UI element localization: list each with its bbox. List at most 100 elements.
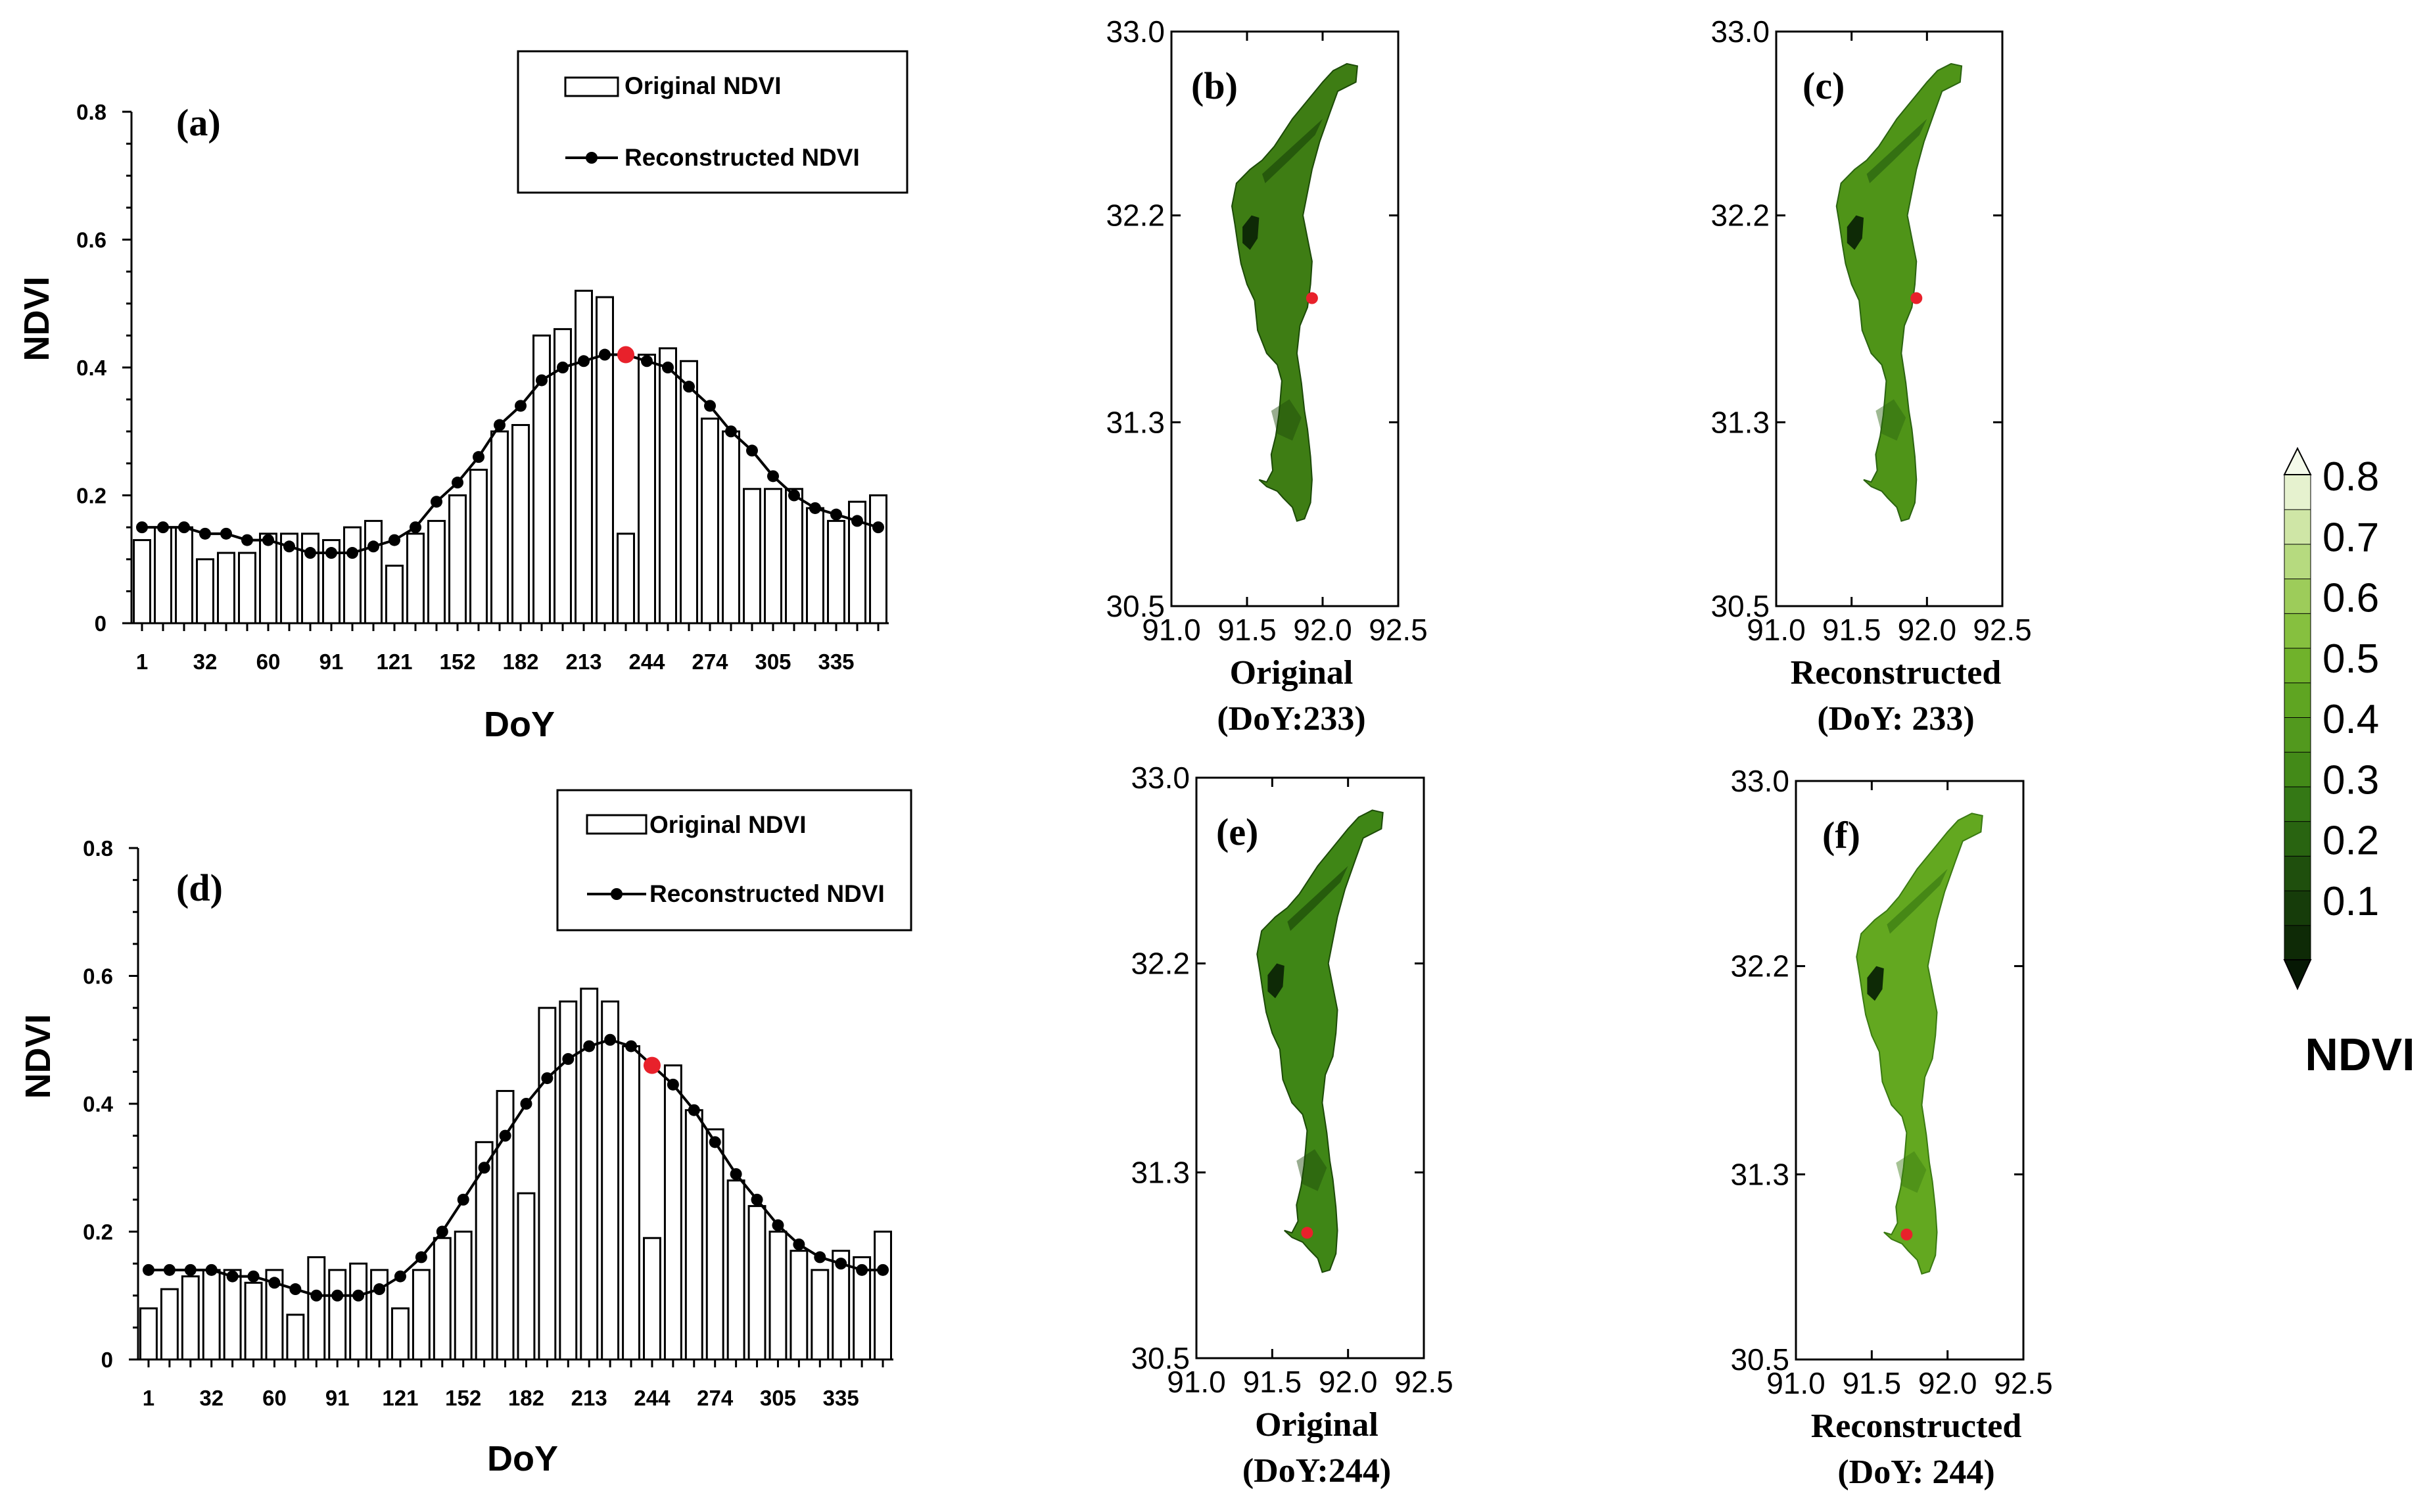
x-axis-label-d: DoY <box>487 1439 558 1478</box>
map-region <box>1835 62 1963 522</box>
point-reconstructed-d <box>835 1258 847 1270</box>
bar-original-d <box>286 1313 305 1361</box>
point-reconstructed-a <box>241 534 253 546</box>
map-x-tick-label: 92.0 <box>1319 1365 1378 1399</box>
bar-original-a <box>469 469 488 625</box>
point-reconstructed-a <box>515 400 527 412</box>
legend-bar-swatch-a <box>564 76 619 97</box>
bar-original-a <box>301 532 319 625</box>
x-tick-label-a: 335 <box>818 650 854 674</box>
point-reconstructed-a <box>767 470 779 483</box>
point-reconstructed-d <box>457 1193 469 1206</box>
bar-original-d <box>160 1288 179 1361</box>
colorbar-segment <box>2284 509 2311 545</box>
highlight-point-a <box>617 346 634 364</box>
y-tick-label-a: 0.4 <box>76 356 107 380</box>
legend-line-marker-a <box>586 152 598 164</box>
point-reconstructed-a <box>452 477 463 489</box>
y-tick-label-d: 0.6 <box>83 964 113 989</box>
map-caption-line2: (DoY: 244) <box>1837 1453 1994 1491</box>
y-tick-label-a: 0 <box>95 611 106 636</box>
y-axis-label-d: NDVI <box>18 1014 58 1099</box>
map-y-tick-label: 31.3 <box>1131 1155 1190 1189</box>
point-reconstructed-d <box>709 1136 721 1148</box>
map-x-tick-label: 91.5 <box>1822 613 1881 647</box>
legend-box-d <box>556 789 912 932</box>
x-tick-label-d: 152 <box>445 1386 481 1410</box>
x-tick-label-a: 121 <box>376 650 412 674</box>
map-dark-feature <box>1867 966 1884 1001</box>
map-y-tick-label: 30.5 <box>1730 1342 1789 1377</box>
x-tick-label-d: 305 <box>760 1386 796 1410</box>
map-dark-feature <box>1242 215 1260 250</box>
map-x-tick-label: 91.5 <box>1843 1366 1902 1400</box>
map-y-tick-label: 32.2 <box>1106 199 1165 233</box>
map-y-tick-label: 32.2 <box>1131 947 1190 981</box>
map-y-tick-label: 33.0 <box>1131 761 1190 795</box>
map-x-tick-label: 92.0 <box>1898 613 1957 647</box>
point-reconstructed-a <box>367 540 379 553</box>
map-y-tick-label: 33.0 <box>1710 14 1770 49</box>
x-tick-label-a: 152 <box>439 650 475 674</box>
bar-original-d <box>874 1231 892 1361</box>
bar-original-a <box>743 488 761 625</box>
x-tick-label-d: 213 <box>571 1386 607 1410</box>
legend-bar-swatch-d <box>586 814 648 835</box>
colorbar-label: 0.2 <box>2322 818 2379 864</box>
map-x-tick-label: 91.0 <box>1766 1366 1826 1400</box>
bar-original-a <box>385 564 404 625</box>
bar-original-a <box>617 532 635 625</box>
point-reconstructed-a <box>283 540 295 553</box>
map-x-tick-label: 91.0 <box>1142 613 1201 647</box>
x-tick-label-a: 91 <box>319 650 344 674</box>
map-dark-feature <box>1847 215 1864 250</box>
x-tick-label-a: 60 <box>256 650 281 674</box>
bar-original-a <box>490 430 509 625</box>
map-y-tick-label: 33.0 <box>1106 14 1165 49</box>
map-y-tick-label: 30.5 <box>1710 589 1770 623</box>
map-y-tick-label: 30.5 <box>1106 589 1165 623</box>
bar-original-d <box>811 1269 830 1361</box>
x-tick-label-a: 213 <box>565 650 601 674</box>
x-tick-label-d: 274 <box>697 1386 734 1410</box>
point-reconstructed-a <box>410 521 421 534</box>
x-tick-label-a: 244 <box>628 650 665 674</box>
bar-original-d <box>412 1269 431 1361</box>
point-reconstructed-a <box>178 521 190 534</box>
colorbar-label: 0.5 <box>2322 636 2379 682</box>
y-tick-label-a: 0.2 <box>76 484 106 508</box>
colorbar-segment <box>2284 648 2311 684</box>
point-reconstructed-d <box>184 1264 197 1276</box>
point-reconstructed-d <box>499 1129 511 1142</box>
map-caption-line1: Original <box>1255 1406 1378 1444</box>
point-reconstructed-d <box>520 1098 532 1110</box>
bar-original-a <box>827 519 845 625</box>
point-reconstructed-d <box>856 1264 868 1276</box>
point-reconstructed-a <box>199 527 211 540</box>
map-caption-line2: (DoY:244) <box>1242 1452 1391 1490</box>
colorbar-label: 0.3 <box>2322 757 2379 803</box>
bar-original-d <box>705 1128 724 1361</box>
colorbar-segment <box>2284 890 2311 926</box>
bar-original-a <box>869 494 887 625</box>
bar-original-a <box>217 552 235 625</box>
map-location-marker <box>1910 292 1923 304</box>
colorbar-segment <box>2284 474 2311 510</box>
point-reconstructed-d <box>583 1040 596 1052</box>
map-panel-f: 91.0 91.5 92.0 92.5 30.5 31.3 32.2 33.0 (f) Recon… <box>1730 764 2052 1491</box>
y-tick-label-d: 0.8 <box>83 836 113 861</box>
y-tick-label-a: 0.8 <box>76 100 106 124</box>
point-reconstructed-a <box>389 534 400 546</box>
point-reconstructed-d <box>562 1052 575 1065</box>
bar-original-d <box>643 1237 661 1361</box>
panel-label-a: (a) <box>176 101 221 144</box>
point-reconstructed-d <box>667 1078 679 1091</box>
x-tick-label-d: 121 <box>382 1386 418 1410</box>
x-axis-label-a: DoY <box>484 705 555 744</box>
point-reconstructed-a <box>851 515 863 527</box>
point-reconstructed-a <box>683 381 695 393</box>
map-panel-label: (b) <box>1191 64 1238 107</box>
bar-original-a <box>154 526 172 625</box>
bar-original-d <box>517 1192 536 1361</box>
bar-original-a <box>175 526 193 625</box>
